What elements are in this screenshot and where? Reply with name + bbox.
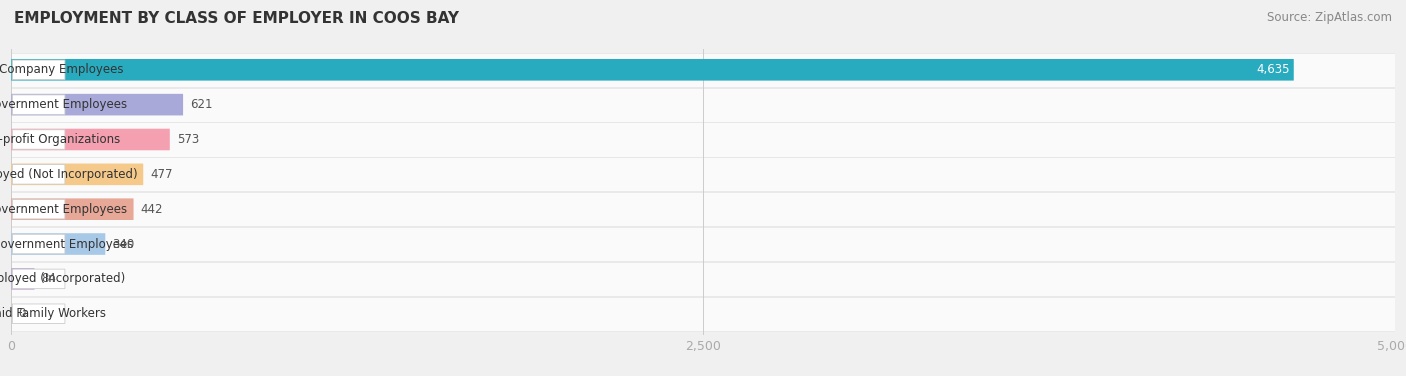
Text: Self-Employed (Not Incorporated): Self-Employed (Not Incorporated)	[0, 168, 138, 181]
Bar	[11, 157, 1395, 191]
Bar	[11, 53, 1395, 87]
Text: Source: ZipAtlas.com: Source: ZipAtlas.com	[1267, 11, 1392, 24]
Bar	[11, 227, 1395, 261]
Text: 573: 573	[177, 133, 200, 146]
FancyBboxPatch shape	[11, 164, 143, 185]
Text: 442: 442	[141, 203, 163, 216]
Text: 621: 621	[190, 98, 212, 111]
Text: State Government Employees: State Government Employees	[0, 203, 127, 216]
Text: 0: 0	[18, 307, 25, 320]
Text: 84: 84	[41, 272, 56, 285]
FancyBboxPatch shape	[13, 269, 65, 289]
Text: Private Company Employees: Private Company Employees	[0, 63, 124, 76]
Bar	[11, 123, 1395, 156]
Text: 4,635: 4,635	[1256, 63, 1289, 76]
Text: Local Government Employees: Local Government Employees	[0, 98, 127, 111]
FancyBboxPatch shape	[11, 233, 105, 255]
FancyBboxPatch shape	[13, 165, 65, 184]
Bar	[11, 297, 1395, 331]
FancyBboxPatch shape	[13, 199, 65, 219]
FancyBboxPatch shape	[13, 60, 65, 80]
Bar	[11, 262, 1395, 296]
FancyBboxPatch shape	[11, 129, 170, 150]
FancyBboxPatch shape	[13, 130, 65, 149]
Text: Federal Government Employees: Federal Government Employees	[0, 238, 134, 250]
Text: 340: 340	[112, 238, 135, 250]
FancyBboxPatch shape	[11, 94, 183, 115]
FancyBboxPatch shape	[13, 234, 65, 254]
Text: Not-for-profit Organizations: Not-for-profit Organizations	[0, 133, 120, 146]
FancyBboxPatch shape	[13, 95, 65, 114]
FancyBboxPatch shape	[11, 59, 1294, 80]
FancyBboxPatch shape	[13, 304, 65, 323]
Text: Self-Employed (Incorporated): Self-Employed (Incorporated)	[0, 272, 125, 285]
FancyBboxPatch shape	[11, 199, 134, 220]
FancyBboxPatch shape	[11, 268, 35, 290]
Bar	[11, 192, 1395, 226]
Text: 477: 477	[150, 168, 173, 181]
Text: EMPLOYMENT BY CLASS OF EMPLOYER IN COOS BAY: EMPLOYMENT BY CLASS OF EMPLOYER IN COOS …	[14, 11, 460, 26]
Text: Unpaid Family Workers: Unpaid Family Workers	[0, 307, 105, 320]
Bar	[11, 88, 1395, 122]
